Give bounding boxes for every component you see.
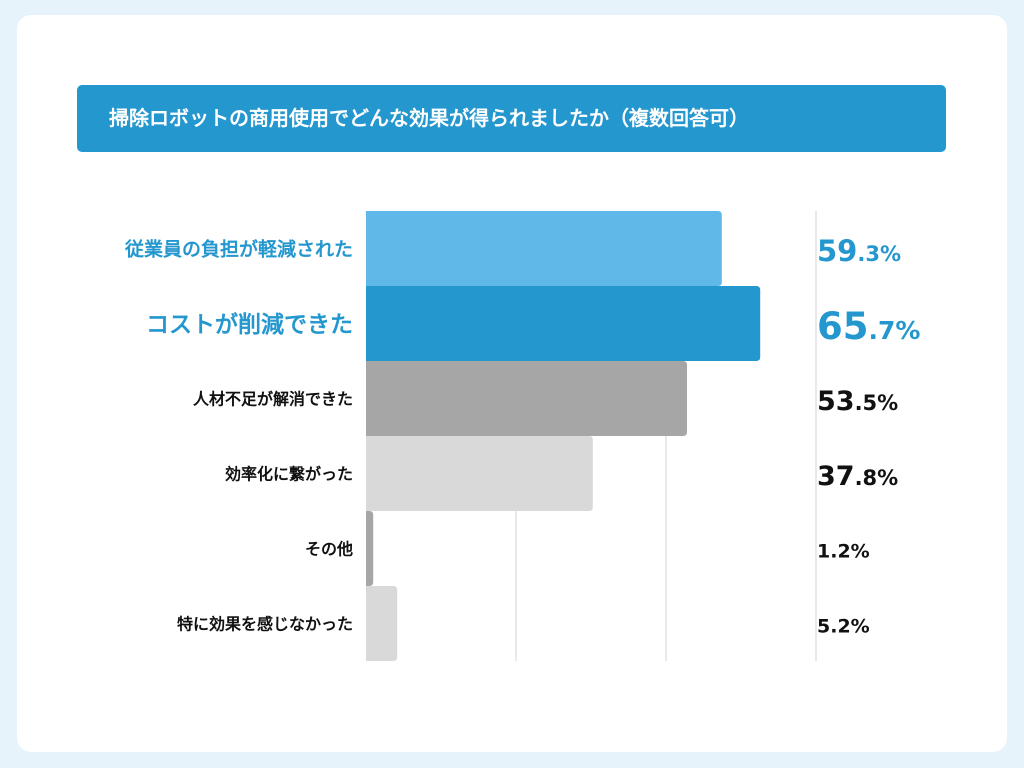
category-label-0: 従業員の負担が軽減された	[124, 237, 353, 260]
bar-1	[366, 286, 761, 361]
value-label-0: 59.3%	[817, 234, 901, 268]
category-label-3: 効率化に繋がった	[225, 464, 353, 483]
bar-5	[366, 586, 398, 661]
category-label-2: 人材不足が解消できた	[193, 389, 353, 408]
chart-title: 掃除ロボットの商用使用でどんな効果が得られましたか（複数回答可）	[77, 85, 946, 152]
category-label-1: コストが削減できた	[146, 311, 353, 338]
value-label-4: 1.2%	[817, 540, 870, 562]
bar-2	[366, 361, 687, 436]
bar-3	[366, 436, 593, 511]
category-label-5: 特に効果を感じなかった	[177, 614, 353, 633]
value-label-3: 37.8%	[817, 461, 898, 492]
value-label-2: 53.5%	[817, 386, 898, 417]
bar-0	[366, 211, 722, 286]
value-label-5: 5.2%	[817, 615, 870, 637]
category-label-4: その他	[305, 539, 353, 558]
value-label-1: 65.7%	[817, 305, 920, 348]
bar-4	[366, 511, 374, 586]
